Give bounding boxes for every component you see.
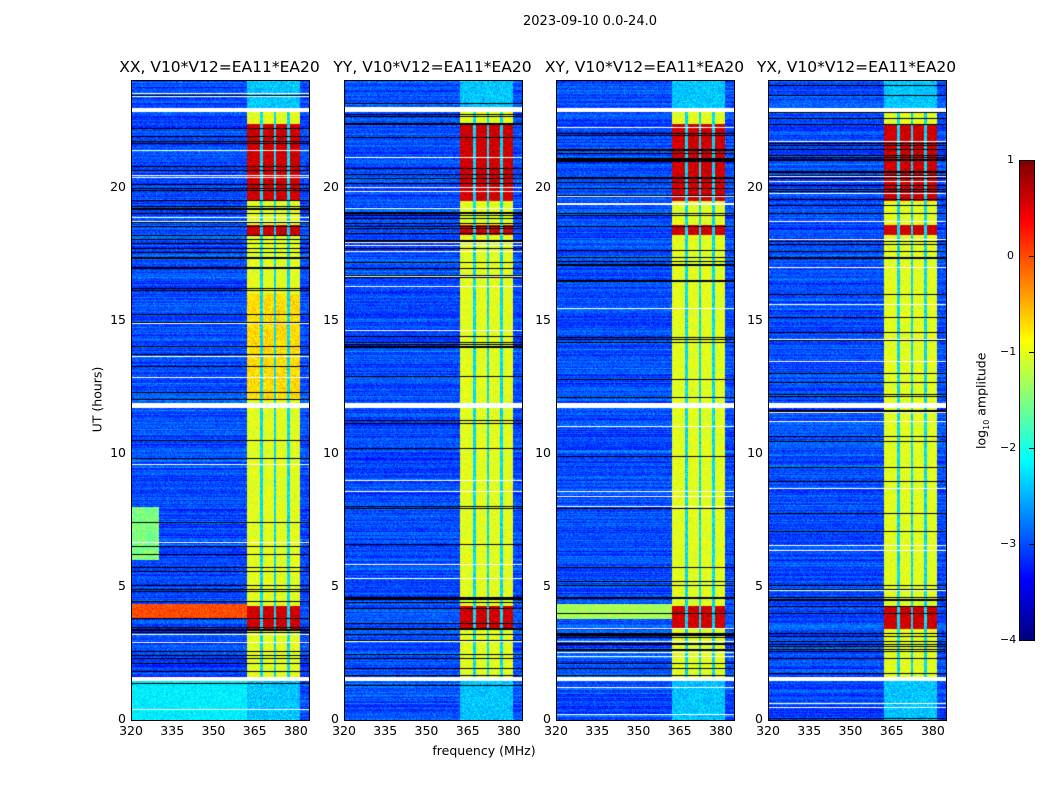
spectrogram-image xyxy=(345,81,522,720)
y-tick-label: 5 xyxy=(331,577,339,593)
y-tick-label: 20 xyxy=(110,178,126,194)
y-tick-label: 0 xyxy=(118,711,126,726)
y-tick-label: 0 xyxy=(331,711,339,726)
figure-title: 2023-09-10 0.0-24.0 xyxy=(523,14,657,29)
colorbar-label: log10 amplitude xyxy=(973,352,991,449)
spectrogram-panel-xx xyxy=(131,80,310,721)
colorbar xyxy=(1019,160,1035,641)
y-tick-label: 15 xyxy=(323,311,339,327)
colorbar-gradient xyxy=(1020,161,1034,640)
y-tick-label: 5 xyxy=(118,577,126,593)
x-tick-label: 350 xyxy=(838,723,863,738)
x-tick-label: 335 xyxy=(797,723,822,738)
colorbar-tick-label: −3 xyxy=(1000,537,1017,550)
x-tick-label: 350 xyxy=(414,723,439,738)
y-tick-label: 15 xyxy=(535,311,551,327)
colorbar-tick-mark xyxy=(1029,256,1034,257)
y-tick-label: 15 xyxy=(747,311,763,327)
colorbar-tick-mark xyxy=(1029,640,1034,641)
colorbar-tick-label: 1 xyxy=(1007,153,1014,166)
x-tick-label: 380 xyxy=(496,723,521,738)
x-tick-label: 350 xyxy=(201,723,226,738)
x-tick-label: 320 xyxy=(756,723,780,738)
x-tick-label: 320 xyxy=(332,723,356,738)
x-tick-label: 365 xyxy=(667,723,692,738)
y-tick-label: 10 xyxy=(110,444,126,460)
x-tick-label: 380 xyxy=(708,723,733,738)
spectrogram-panel-yx xyxy=(768,80,947,721)
y-tick-label: 10 xyxy=(323,444,339,460)
spectrogram-image xyxy=(557,81,734,720)
colorbar-tick-label: −4 xyxy=(1000,633,1017,646)
y-tick-label: 5 xyxy=(755,577,763,593)
colorbar-tick-label: 0 xyxy=(1007,249,1014,262)
y-tick-label: 0 xyxy=(543,711,551,726)
y-tick-label: 20 xyxy=(747,178,763,194)
x-tick-label: 365 xyxy=(455,723,480,738)
y-tick-label: 0 xyxy=(755,711,763,726)
colorbar-tick-mark xyxy=(1029,352,1034,353)
y-tick-label: 20 xyxy=(323,178,339,194)
colorbar-tick-mark xyxy=(1029,544,1034,545)
spectrogram-panel-yy xyxy=(344,80,523,721)
x-tick-label: 380 xyxy=(283,723,308,738)
spectrogram-image xyxy=(769,81,946,720)
x-tick-label: 320 xyxy=(544,723,568,738)
spectrogram-image xyxy=(132,81,309,720)
panel-title-xx: XX, V10*V12=EA11*EA20 xyxy=(119,58,320,76)
colorbar-tick-label: −2 xyxy=(1000,441,1017,454)
spectrogram-panel-xy xyxy=(556,80,735,721)
y-axis-label: UT (hours) xyxy=(89,366,105,433)
y-tick-label: 5 xyxy=(543,577,551,593)
y-tick-label: 20 xyxy=(535,178,551,194)
x-tick-label: 335 xyxy=(373,723,398,738)
y-tick-label: 15 xyxy=(110,311,126,327)
y-tick-label: 10 xyxy=(747,444,763,460)
x-tick-label: 320 xyxy=(119,723,143,738)
colorbar-tick-label: −1 xyxy=(1000,345,1017,358)
x-tick-label: 335 xyxy=(160,723,185,738)
x-tick-label: 365 xyxy=(879,723,904,738)
x-tick-label: 350 xyxy=(626,723,651,738)
colorbar-tick-mark xyxy=(1029,160,1034,161)
panel-title-xy: XY, V10*V12=EA11*EA20 xyxy=(544,58,745,76)
x-tick-label: 380 xyxy=(920,723,945,738)
colorbar-tick-mark xyxy=(1029,448,1034,449)
y-tick-label: 10 xyxy=(535,444,551,460)
panel-title-yy: YY, V10*V12=EA11*EA20 xyxy=(333,58,532,76)
panel-title-yx: YX, V10*V12=EA11*EA20 xyxy=(756,58,957,76)
x-tick-label: 335 xyxy=(585,723,610,738)
x-tick-label: 365 xyxy=(242,723,267,738)
x-axis-label: frequency (MHz) xyxy=(432,743,536,758)
